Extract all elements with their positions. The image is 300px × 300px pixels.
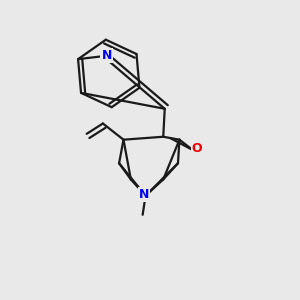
Text: N: N	[101, 49, 112, 62]
Text: N: N	[139, 188, 149, 201]
Text: O: O	[192, 142, 203, 155]
